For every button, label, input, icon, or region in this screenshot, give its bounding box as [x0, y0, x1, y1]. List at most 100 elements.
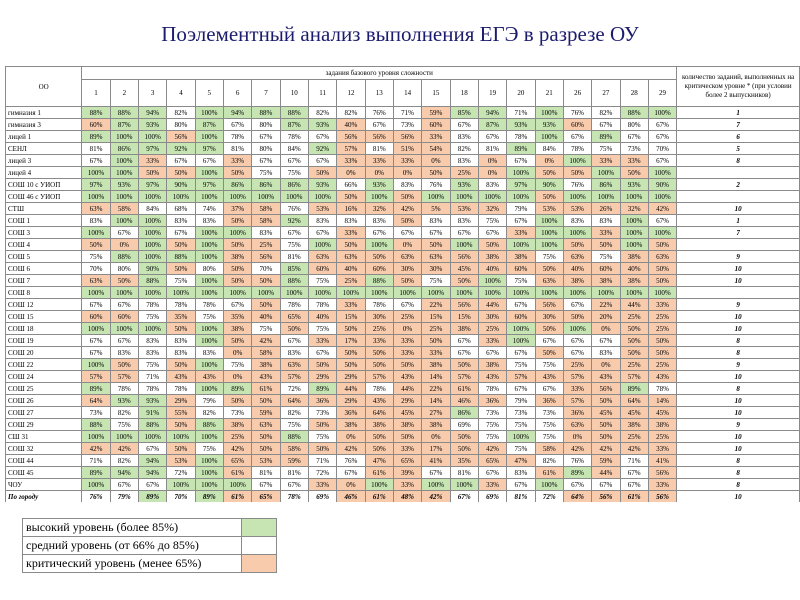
percent-cell: 35% [166, 310, 196, 323]
percent-cell: 60% [81, 310, 111, 323]
school-name: лицей 1 [5, 130, 83, 143]
percent-cell: 63% [647, 250, 678, 263]
school-name: СОШ 19 [5, 334, 83, 347]
percent-cell: 76% [562, 454, 593, 467]
percent-cell: 100% [194, 106, 224, 119]
percent-cell: 57% [364, 370, 394, 383]
school-row: СОШ 25 89% 78% 78% 78% 100% 89% 61% 72% 89% 44% 78%… [5, 382, 800, 395]
critical-count: 10 [676, 394, 800, 407]
task-number: 5 [194, 79, 224, 107]
percent-cell: 100% [109, 154, 139, 167]
percent-cell: 44% [477, 298, 508, 311]
percent-cell: 40% [307, 310, 338, 323]
percent-cell: 67% [591, 478, 621, 491]
school-name: СОШ 27 [5, 406, 83, 419]
percent-cell: 63% [251, 418, 281, 431]
critical-count: 10 [676, 430, 800, 443]
percent-cell: 67% [194, 154, 224, 167]
percent-cell: 67% [109, 478, 139, 491]
percent-cell: 90% [166, 178, 196, 191]
percent-cell: 100% [194, 322, 224, 335]
percent-cell: 25% [336, 274, 366, 287]
percent-cell: 46% [449, 394, 479, 407]
percent-cell: 83% [194, 214, 224, 227]
percent-cell: 73% [222, 406, 253, 419]
percent-cell: 36% [307, 394, 338, 407]
percent-cell: 81% [364, 142, 394, 155]
percent-cell: 75% [534, 430, 564, 443]
percent-cell: 100% [194, 286, 224, 299]
percent-cell: 61% [222, 490, 253, 502]
percent-cell: 75% [477, 214, 508, 227]
percent-cell: 89% [81, 466, 111, 479]
percent-cell: 94% [137, 454, 168, 467]
percent-cell: 38% [222, 322, 253, 335]
percent-cell: 78% [109, 382, 139, 395]
percent-cell: 60% [506, 262, 536, 275]
percent-cell: 93% [137, 118, 168, 131]
percent-cell: 57% [562, 394, 593, 407]
critical-count: 10 [676, 274, 800, 287]
table-wrap: ОО задания базового уровня сложности колич… [5, 66, 800, 502]
task-number: 14 [392, 79, 423, 107]
percent-cell: 78% [166, 382, 196, 395]
percent-cell: 72% [307, 466, 338, 479]
percent-cell: 86% [251, 178, 281, 191]
percent-cell: 83% [81, 214, 111, 227]
school-row: СОШ 4 50% 0% 100% 50% 100% 50% 25% 75% 100% 50% 100… [5, 238, 800, 251]
critical-count: 5 [676, 142, 800, 155]
percent-cell: 50% [534, 322, 564, 335]
percent-cell: 100% [562, 286, 593, 299]
percent-cell: 40% [477, 262, 508, 275]
percent-cell: 45% [591, 406, 621, 419]
percent-cell: 64% [81, 394, 111, 407]
percent-cell: 56% [392, 130, 423, 143]
percent-cell: 67% [166, 154, 196, 167]
percent-cell: 100% [166, 286, 196, 299]
percent-cell: 83% [449, 154, 479, 167]
task-number: 27 [591, 79, 621, 107]
critical-count: 9 [676, 298, 800, 311]
percent-cell: 50% [137, 166, 168, 179]
percent-cell: 100% [194, 454, 224, 467]
percent-cell: 69% [307, 490, 338, 502]
percent-cell: 100% [137, 430, 168, 443]
percent-cell: 100% [477, 190, 508, 203]
percent-cell: 81% [251, 466, 281, 479]
school-row: СОШ 6 70% 80% 90% 50% 80% 50% 70% 85% 60% 40% 60% 30… [5, 262, 800, 275]
percent-cell: 76% [364, 106, 394, 119]
percent-cell: 67% [137, 478, 168, 491]
percent-cell: 33% [364, 154, 394, 167]
percent-cell: 63% [562, 418, 593, 431]
school-row: СОШ 3 100% 67% 100% 67% 100% 100% 83% 67% 67% 33% 6… [5, 226, 800, 239]
percent-cell: 29% [392, 394, 423, 407]
percent-cell: 91% [137, 406, 168, 419]
percent-cell: 67% [222, 298, 253, 311]
percent-cell: 33% [647, 442, 678, 455]
percent-cell: 82% [279, 406, 309, 419]
percent-cell: 67% [81, 298, 111, 311]
school-name: СОШ 24 [5, 370, 83, 383]
percent-cell: 83% [562, 214, 593, 227]
percent-cell: 100% [364, 286, 394, 299]
percent-cell: 67% [591, 118, 621, 131]
percent-cell: 50% [647, 334, 678, 347]
percent-cell: 67% [81, 334, 111, 347]
school-name: СОШ 3 [5, 226, 83, 239]
percent-cell: 42% [619, 442, 649, 455]
school-name: лицей 3 [5, 154, 83, 167]
percent-cell: 33% [392, 442, 423, 455]
percent-cell: 33% [591, 226, 621, 239]
percent-cell: 32% [364, 202, 394, 215]
percent-cell: 33% [647, 478, 678, 491]
task-number: 6 [222, 79, 253, 107]
percent-cell: 81% [81, 142, 111, 155]
percent-cell: 100% [222, 226, 253, 239]
percent-cell: 83% [392, 178, 423, 191]
task-number: 12 [336, 79, 366, 107]
percent-cell: 88% [279, 106, 309, 119]
percent-cell: 15% [421, 310, 451, 323]
school-row: СОШ 10 с УИОП 97% 93% 97% 90% 97% 86% 86% 86% 93%… [5, 178, 800, 191]
percent-cell: 89% [81, 382, 111, 395]
percent-cell: 83% [591, 214, 621, 227]
